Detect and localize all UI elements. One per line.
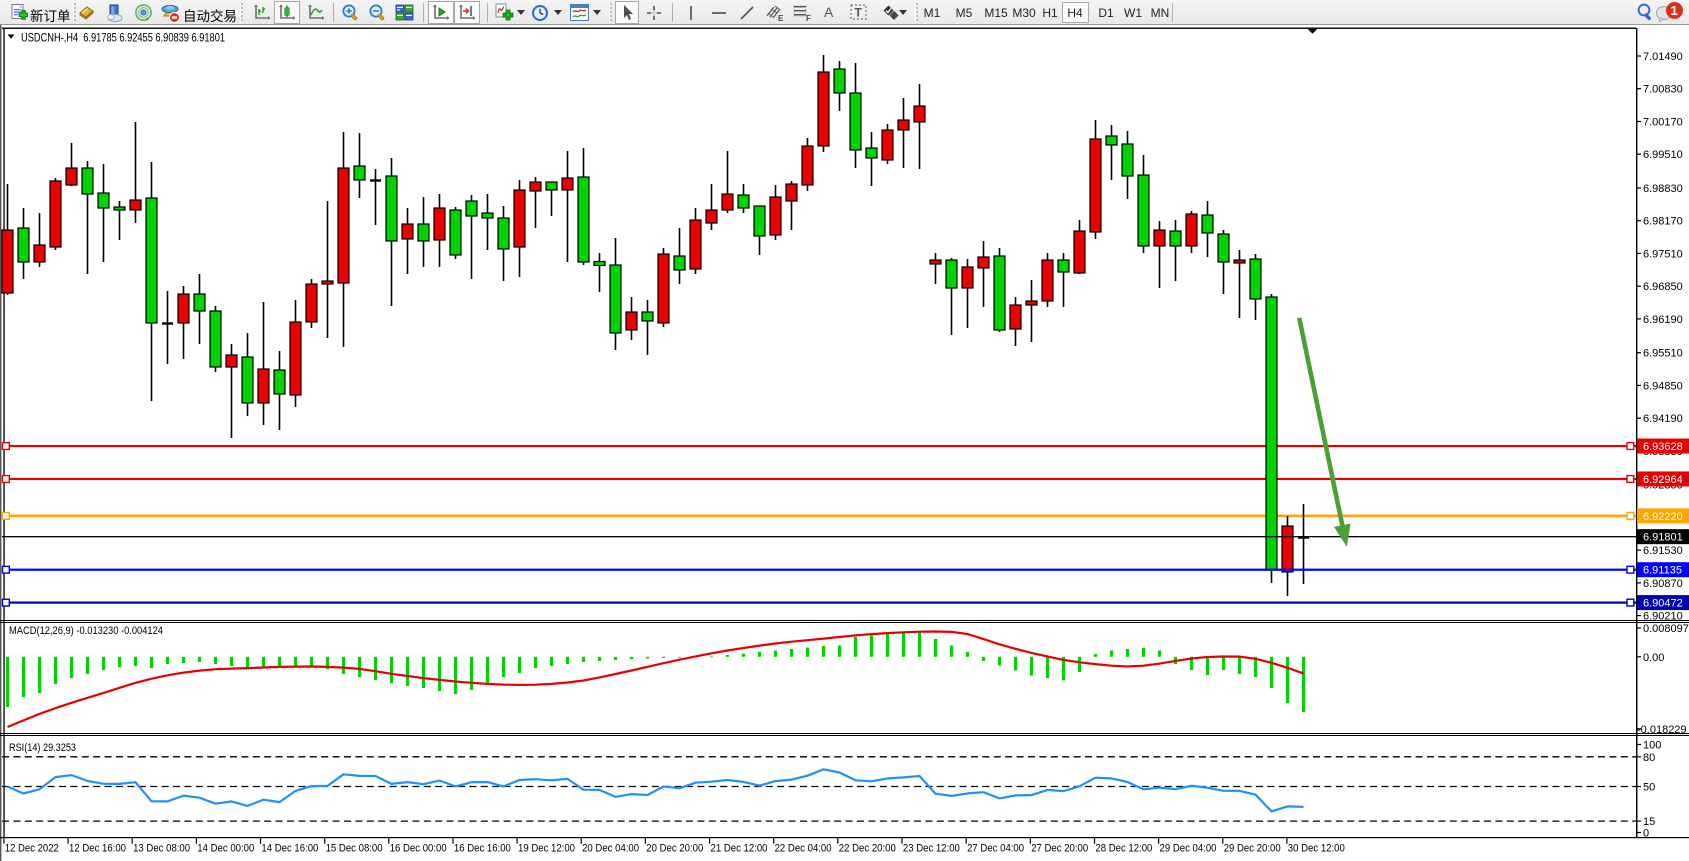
svg-text:30 Dec 12:00: 30 Dec 12:00 [1288, 843, 1345, 855]
svg-text:15: 15 [1643, 816, 1655, 828]
svg-text:100: 100 [1643, 740, 1661, 752]
svg-text:6.91801: 6.91801 [1643, 532, 1683, 544]
svg-text:RSI(14) 29.3253: RSI(14) 29.3253 [9, 742, 76, 754]
svg-text:27 Dec 20:00: 27 Dec 20:00 [1031, 843, 1088, 855]
svg-text:7.00830: 7.00830 [1643, 84, 1683, 96]
svg-text:-0.018229: -0.018229 [1637, 724, 1687, 736]
svg-text:F: F [806, 14, 811, 22]
svg-text:E: E [778, 14, 784, 22]
svg-text:6.90870: 6.90870 [1643, 578, 1683, 590]
svg-text:6.92964: 6.92964 [1643, 474, 1683, 486]
svg-text:14 Dec 16:00: 14 Dec 16:00 [261, 843, 318, 855]
svg-text:MACD(12,26,9) -0.013230 -0.004: MACD(12,26,9) -0.013230 -0.004124 [9, 625, 163, 637]
svg-text:29 Dec 04:00: 29 Dec 04:00 [1160, 843, 1217, 855]
svg-text:6.97510: 6.97510 [1643, 248, 1683, 260]
svg-text:80: 80 [1643, 752, 1655, 764]
svg-text:6.99510: 6.99510 [1643, 149, 1683, 161]
svg-text:6.93628: 6.93628 [1643, 441, 1683, 453]
svg-text:14 Dec 00:00: 14 Dec 00:00 [197, 843, 254, 855]
svg-text:6.98830: 6.98830 [1643, 183, 1683, 195]
svg-text:7.01490: 7.01490 [1643, 51, 1683, 63]
svg-text:7.00170: 7.00170 [1643, 117, 1683, 129]
svg-text:23 Dec 12:00: 23 Dec 12:00 [903, 843, 960, 855]
svg-text:0.008097: 0.008097 [1643, 623, 1689, 635]
svg-text:27 Dec 04:00: 27 Dec 04:00 [967, 843, 1024, 855]
svg-text:6.94190: 6.94190 [1643, 413, 1683, 425]
svg-text:6.92220: 6.92220 [1643, 511, 1683, 523]
svg-text:13 Dec 08:00: 13 Dec 08:00 [133, 843, 190, 855]
svg-text:15 Dec 08:00: 15 Dec 08:00 [326, 843, 383, 855]
svg-text:6.90210: 6.90210 [1643, 611, 1683, 623]
svg-text:0.00: 0.00 [1643, 652, 1664, 664]
svg-text:6.94850: 6.94850 [1643, 380, 1683, 392]
svg-text:6.90472: 6.90472 [1643, 598, 1683, 610]
svg-text:6.96850: 6.96850 [1643, 281, 1683, 293]
svg-text:28 Dec 12:00: 28 Dec 12:00 [1095, 843, 1152, 855]
svg-text:22 Dec 04:00: 22 Dec 04:00 [775, 843, 832, 855]
svg-text:20 Dec 20:00: 20 Dec 20:00 [646, 843, 703, 855]
svg-text:T: T [855, 6, 863, 20]
svg-text:21 Dec 12:00: 21 Dec 12:00 [711, 843, 768, 855]
svg-text:6.91530: 6.91530 [1643, 545, 1683, 557]
svg-text:0: 0 [1643, 828, 1649, 840]
svg-text:6.95510: 6.95510 [1643, 348, 1683, 360]
svg-text:12 Dec 2022: 12 Dec 2022 [5, 843, 59, 855]
svg-text:16 Dec 16:00: 16 Dec 16:00 [454, 843, 511, 855]
svg-text:29 Dec 20:00: 29 Dec 20:00 [1224, 843, 1281, 855]
svg-text:50: 50 [1643, 782, 1655, 794]
svg-text:19 Dec 12:00: 19 Dec 12:00 [518, 843, 575, 855]
svg-text:6.96190: 6.96190 [1643, 314, 1683, 326]
svg-text:16 Dec 00:00: 16 Dec 00:00 [390, 843, 447, 855]
svg-text:12 Dec 16:00: 12 Dec 16:00 [69, 843, 126, 855]
svg-text:22 Dec 20:00: 22 Dec 20:00 [839, 843, 896, 855]
svg-text:6.98170: 6.98170 [1643, 216, 1683, 228]
svg-text:6.91135: 6.91135 [1643, 565, 1682, 577]
svg-text:20 Dec 04:00: 20 Dec 04:00 [582, 843, 639, 855]
svg-text:USDCNH-,H4 6.91785 6.92455 6.: USDCNH-,H4 6.91785 6.92455 6.90839 6.918… [21, 31, 225, 45]
